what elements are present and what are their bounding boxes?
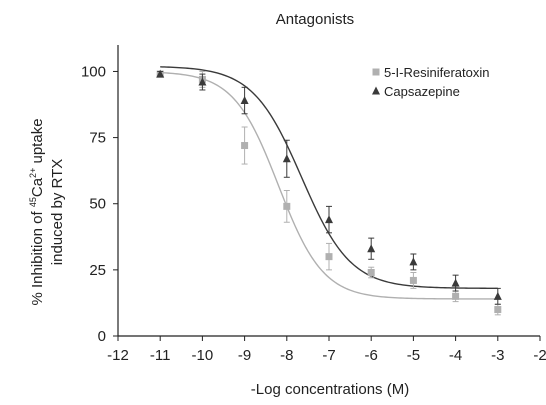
axes	[113, 45, 541, 341]
x-tick-label: -9	[238, 347, 251, 364]
x-tick-label: -7	[322, 347, 335, 364]
data-points	[156, 69, 502, 316]
y-axis-title-sup1: 45	[28, 197, 38, 207]
legend-triangle-marker	[372, 86, 380, 95]
square-marker	[452, 292, 460, 300]
triangle-marker	[156, 69, 165, 78]
data-point	[240, 86, 249, 115]
x-axis-title: -Log concentrations (M)	[251, 381, 409, 398]
legend-label: Capsazepine	[384, 84, 460, 99]
y-tick-label: 25	[89, 262, 106, 279]
square-marker	[494, 306, 502, 314]
legend-square-marker	[372, 68, 380, 76]
data-point	[493, 287, 502, 305]
data-point	[282, 139, 291, 178]
y-axis-title-pre: % Inhibition of	[29, 207, 46, 305]
fit-curves	[160, 66, 498, 300]
y-axis-title-post: uptake	[29, 118, 46, 167]
y-tick-label: 100	[81, 63, 106, 80]
x-tick-label: -8	[280, 347, 293, 364]
svg-text:% Inhibition of 45Ca2+ uptake: % Inhibition of 45Ca2+ uptake	[28, 118, 46, 305]
fit-curve-1	[160, 71, 498, 300]
triangle-marker	[282, 154, 291, 163]
triangle-marker	[493, 291, 502, 300]
data-point	[198, 73, 207, 91]
data-point	[409, 253, 418, 271]
square-marker	[283, 202, 291, 210]
y-axis-title-sup2: 2+	[28, 168, 38, 178]
data-point	[367, 237, 376, 260]
x-tick-label: -10	[192, 347, 214, 364]
triangle-marker	[240, 96, 249, 105]
y-tick-label: 0	[98, 328, 106, 345]
data-point	[494, 303, 502, 316]
x-tick-label: -6	[365, 347, 378, 364]
triangle-marker	[451, 278, 460, 287]
square-marker	[367, 269, 375, 277]
triangle-marker	[325, 215, 333, 224]
data-point	[325, 242, 333, 271]
chart-title: Antagonists	[276, 11, 354, 28]
square-marker	[241, 142, 249, 150]
tick-labels: -12 -11 -10 -9 -8 -7 -6 -5 -4 -3 -2 0 25 50 75 100	[81, 63, 546, 364]
square-marker	[409, 276, 417, 284]
x-tick-label: -12	[107, 347, 129, 364]
legend-item: 5-I-Resiniferatoxin	[372, 65, 490, 80]
data-point	[156, 69, 165, 78]
x-tick-label: -4	[449, 347, 462, 364]
data-point	[325, 205, 333, 234]
square-marker	[325, 253, 333, 261]
y-axis-title-mid: Ca	[29, 177, 46, 197]
data-point	[241, 126, 249, 165]
data-point	[409, 272, 417, 289]
triangle-marker	[367, 244, 376, 253]
y-axis-title: % Inhibition of 45Ca2+ uptake induced by…	[28, 118, 66, 305]
data-point	[283, 190, 291, 223]
x-tick-label: -2	[533, 347, 546, 364]
triangle-marker	[198, 77, 207, 86]
x-tick-label: -3	[491, 347, 504, 364]
y-tick-label: 50	[89, 196, 106, 213]
triangle-marker	[409, 257, 418, 266]
data-point	[451, 274, 460, 292]
data-point	[452, 290, 460, 303]
legend-label: 5-I-Resiniferatoxin	[384, 65, 490, 80]
y-tick-label: 75	[89, 130, 106, 147]
y-axis-title-line2: induced by RTX	[49, 159, 66, 265]
x-tick-label: -11	[150, 347, 171, 364]
x-tick-label: -5	[407, 347, 420, 364]
legend-item: Capsazepine	[372, 84, 460, 99]
legend: 5-I-Resiniferatoxin Capsazepine	[372, 65, 490, 99]
fit-curve-2	[160, 66, 498, 290]
data-point	[367, 266, 375, 279]
